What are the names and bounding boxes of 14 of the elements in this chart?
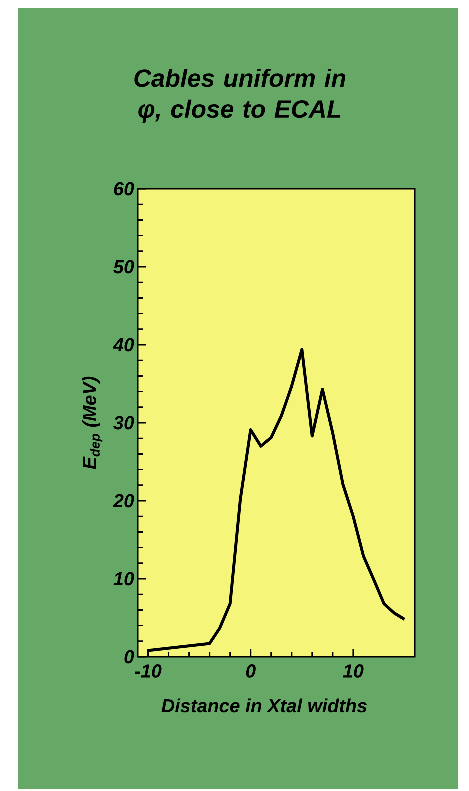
x-axis-title: Distance in Xtal widths (162, 698, 367, 713)
y-tick-label: 0 (124, 650, 134, 664)
y-tick-label: 40 (113, 338, 134, 352)
line-series (146, 348, 406, 652)
x-tick-label: 0 (246, 664, 256, 678)
y-tick-label: 10 (114, 572, 134, 586)
chart-title: Cables uniform in φ, close to ECAL (134, 68, 346, 124)
y-tick-label: 20 (113, 494, 134, 508)
y-axis-title: E$_{dep}$ (MeV) (82, 376, 103, 470)
y-tick-label: 30 (114, 416, 134, 430)
y-tick-label: 60 (114, 182, 134, 196)
x-tick-label: 10 (343, 664, 364, 678)
y-tick-label: 50 (114, 260, 134, 274)
x-tick-label: -10 (135, 664, 162, 678)
